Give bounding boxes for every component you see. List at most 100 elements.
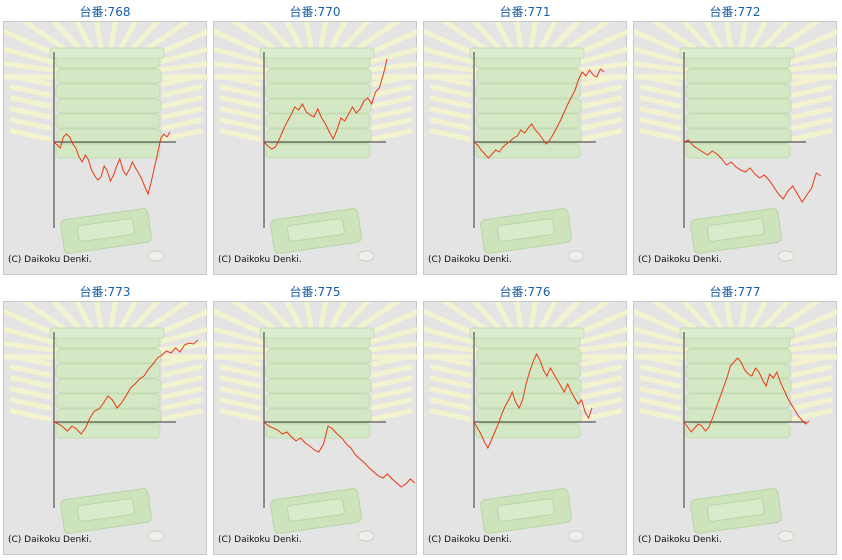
background-ray — [791, 128, 833, 142]
background-ray — [429, 95, 472, 109]
background-tray — [265, 393, 371, 409]
background-ray — [219, 375, 262, 389]
background-ray — [704, 302, 727, 336]
copyright-text: (C) Daikoku Denki. — [638, 535, 722, 545]
background-ray — [123, 22, 161, 58]
background-ray — [9, 397, 52, 411]
copyright-text: (C) Daikoku Denki. — [428, 255, 512, 265]
background-ray — [9, 117, 52, 131]
background-ray — [371, 84, 413, 98]
background-ray — [9, 364, 52, 378]
background-ray — [543, 22, 581, 58]
background-ray — [284, 22, 307, 56]
chart-cell: 台番:776 (C) Daikoku Denki. — [420, 280, 630, 560]
background-ray — [371, 128, 413, 142]
chart-cell: 台番:777 (C) Daikoku Denki. — [630, 280, 840, 560]
series-line — [473, 352, 593, 450]
chart-plot-area: (C) Daikoku Denki. — [423, 301, 628, 555]
background-art — [424, 22, 628, 262]
background-tray — [475, 423, 581, 439]
background-ray — [371, 73, 413, 87]
background-ray — [639, 353, 682, 367]
background-ray — [429, 364, 472, 378]
background-tray — [56, 378, 162, 394]
background-ray — [639, 117, 682, 131]
background-tray — [266, 128, 372, 144]
background-ray — [219, 106, 262, 120]
background-tray — [55, 423, 161, 439]
chart-svg — [214, 302, 418, 542]
background-ray — [535, 302, 558, 336]
background-ray — [639, 106, 682, 120]
chart-cell: 台番:771 (C) Daikoku Denki. — [420, 0, 630, 280]
background-tray — [476, 348, 582, 364]
background-ray — [737, 22, 748, 55]
background-coin — [567, 530, 585, 542]
background-ray — [737, 302, 748, 335]
background-ray — [161, 386, 203, 400]
series-line — [473, 68, 605, 159]
background-tray — [686, 98, 792, 114]
series-line — [683, 139, 822, 203]
chart-title: 台番:777 — [709, 285, 761, 299]
background-ray — [161, 84, 203, 98]
background-ray — [219, 73, 262, 87]
background-ray — [429, 408, 472, 422]
background-ray — [371, 95, 413, 109]
background-ray — [681, 22, 719, 58]
background-ray — [371, 364, 413, 378]
background-ray — [634, 61, 700, 75]
chart-svg — [634, 22, 838, 262]
background-ray — [161, 128, 203, 142]
background-ray — [107, 302, 118, 335]
background-ray — [494, 22, 517, 56]
chart-title: 台番:772 — [709, 5, 761, 19]
background-ray — [791, 364, 833, 378]
background-base — [76, 498, 135, 522]
chart-cell: 台番:770 (C) Daikoku Denki. — [210, 0, 420, 280]
background-coin — [147, 250, 165, 262]
background-ray — [317, 302, 328, 335]
chart-cell: 台番:768 (C) Daikoku Denki. — [0, 0, 210, 280]
background-tray — [686, 378, 792, 394]
background-ray — [219, 364, 262, 378]
background-tray — [265, 113, 371, 129]
chart-svg — [4, 22, 208, 262]
background-tray — [266, 348, 372, 364]
background-ray — [745, 22, 768, 56]
chart-svg — [4, 302, 208, 542]
background-ray — [219, 386, 262, 400]
background-ray — [9, 386, 52, 400]
background-coin — [357, 530, 375, 542]
background-tray — [685, 393, 791, 409]
background-ray — [161, 397, 203, 411]
background-ray — [4, 61, 70, 75]
background-tray — [685, 363, 791, 379]
background-ray — [543, 302, 581, 338]
background-ray — [581, 364, 623, 378]
background-ray — [9, 84, 52, 98]
background-ray — [639, 397, 682, 411]
background-ray — [429, 106, 472, 120]
background-ray — [74, 302, 97, 336]
background-ray — [791, 375, 833, 389]
background-tray — [476, 408, 582, 424]
background-ray — [219, 117, 262, 131]
background-art — [214, 302, 418, 542]
background-tray — [475, 83, 581, 99]
chart-title: 台番:768 — [79, 5, 131, 19]
background-ray — [9, 95, 52, 109]
background-tray — [469, 47, 585, 59]
background-ray — [527, 302, 538, 335]
background-ray — [745, 302, 768, 336]
background-art — [634, 22, 838, 262]
chart-title: 台番:771 — [499, 5, 551, 19]
background-ray — [429, 128, 472, 142]
background-ray — [639, 364, 682, 378]
background-ray — [634, 341, 700, 355]
background-ray — [639, 408, 682, 422]
background-ray — [753, 22, 791, 58]
copyright-text: (C) Daikoku Denki. — [428, 535, 512, 545]
background-ray — [214, 341, 280, 355]
background-tray — [685, 423, 791, 439]
